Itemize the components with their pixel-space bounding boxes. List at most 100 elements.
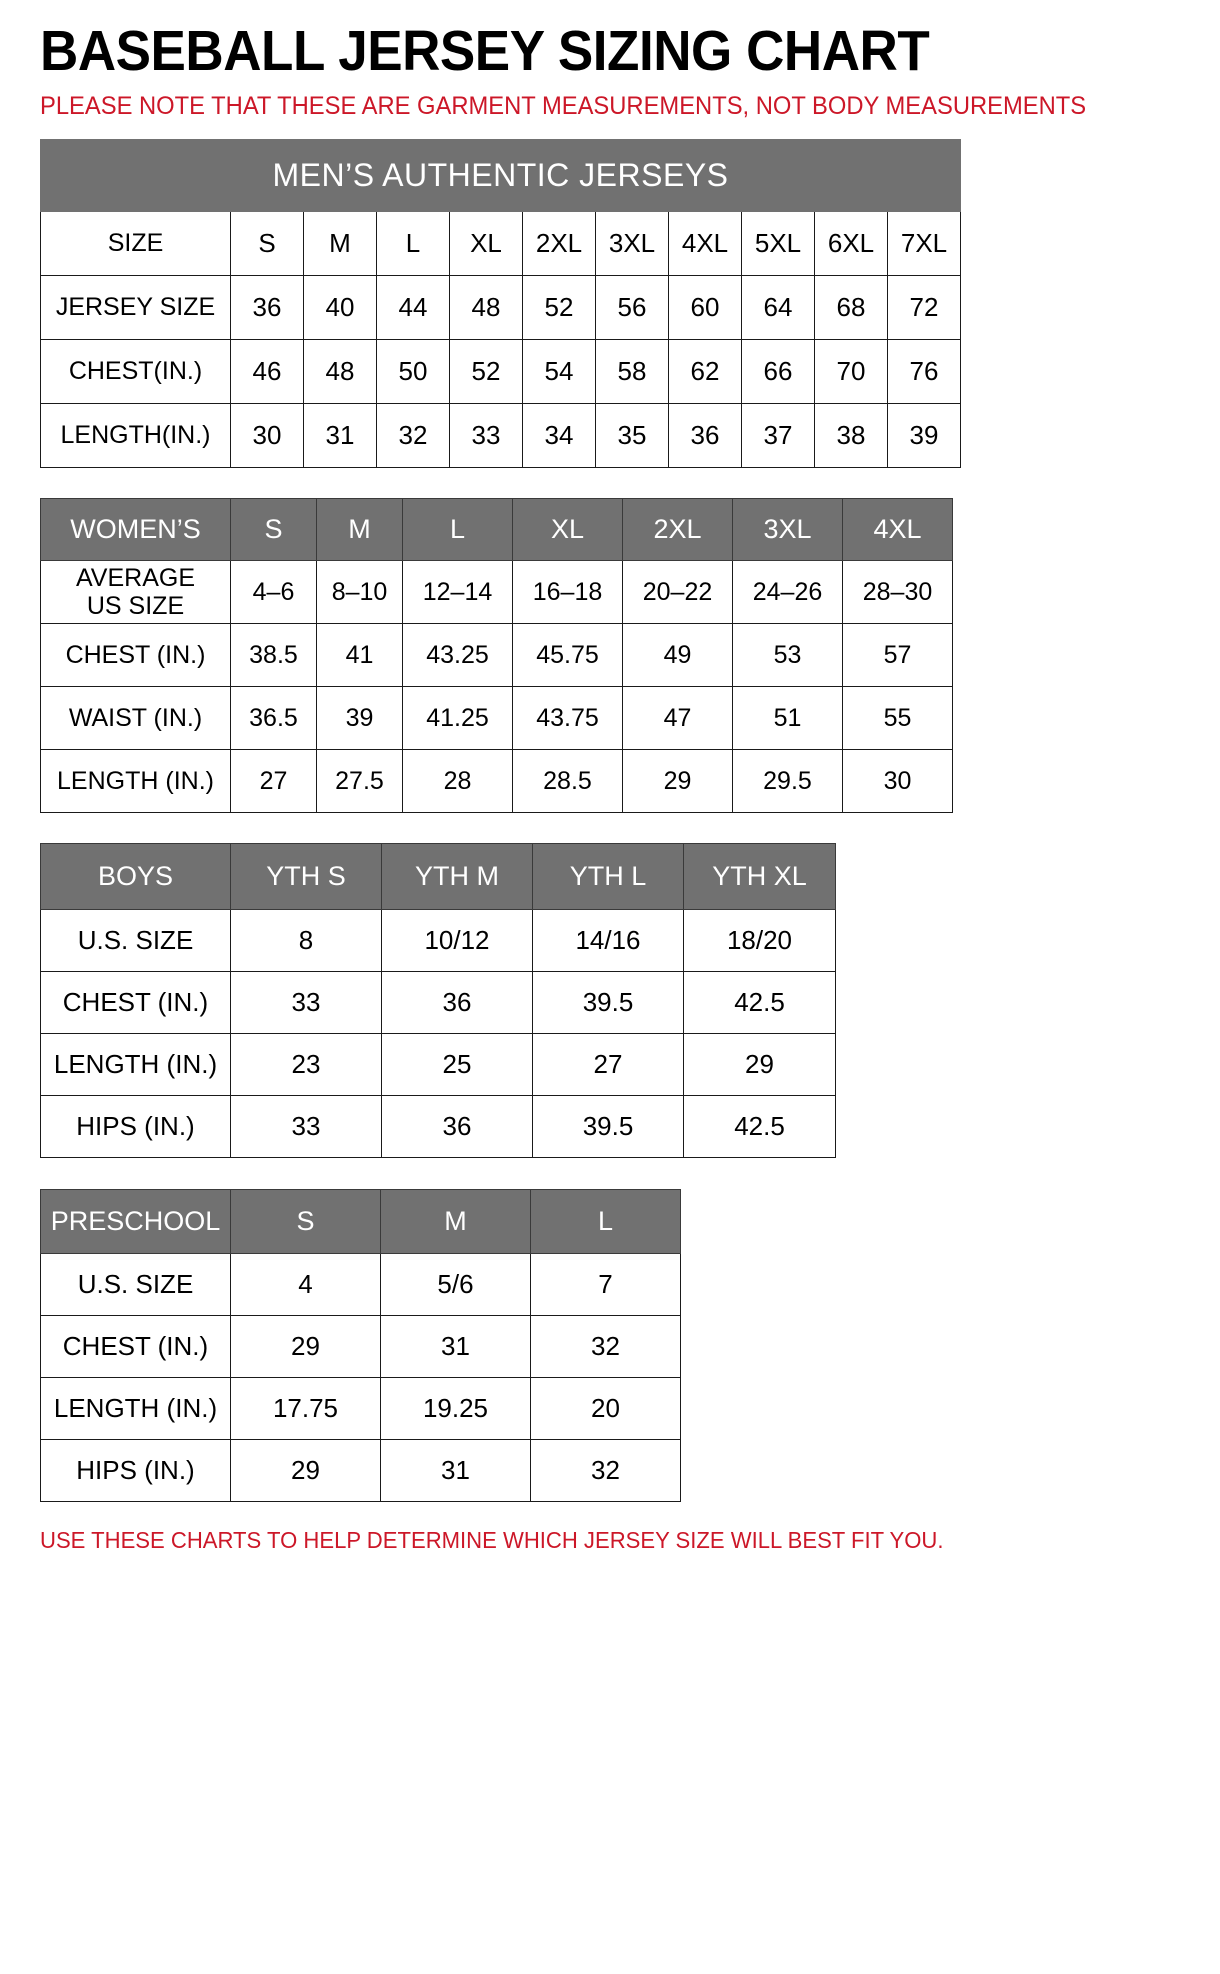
row-label: HIPS (IN.): [40, 1095, 231, 1159]
row-label-line1: AVERAGE: [75, 564, 196, 593]
table-row: WAIST (IN.) 36.5 39 41.25 43.75 47 51 55: [40, 686, 953, 751]
mens-col-header: L: [376, 211, 450, 277]
table-cell: 40: [303, 275, 377, 341]
mens-col-header: 4XL: [668, 211, 742, 277]
table-cell: 38.5: [230, 623, 317, 688]
table-cell: 17.75: [230, 1377, 381, 1441]
table-row: CHEST(IN.) 46 48 50 52 54 58 62 66 70 76: [40, 339, 961, 405]
table-cell: 52: [449, 339, 523, 405]
table-cell: 64: [741, 275, 815, 341]
table-cell: 62: [668, 339, 742, 405]
table-header-row: BOYS YTH S YTH M YTH L YTH XL: [40, 843, 836, 911]
row-label: CHEST(IN.): [40, 339, 231, 405]
mens-col-header: 2XL: [522, 211, 596, 277]
row-label: JERSEY SIZE: [40, 275, 231, 341]
page-title: BASEBALL JERSEY SIZING CHART: [40, 19, 930, 83]
table-cell: 32: [530, 1439, 681, 1503]
row-label: HIPS (IN.): [40, 1439, 231, 1503]
table-cell: 5/6: [380, 1253, 531, 1317]
table-cell: 27: [230, 749, 317, 814]
womens-col-header: L: [402, 498, 513, 562]
table-row: CHEST (IN.) 33 36 39.5 42.5: [40, 971, 836, 1035]
table-cell: 4: [230, 1253, 381, 1317]
mens-col-header: S: [230, 211, 304, 277]
table-row: CHEST (IN.) 38.5 41 43.25 45.75 49 53 57: [40, 623, 953, 688]
table-cell: 29: [622, 749, 733, 814]
table-cell: 35: [595, 403, 669, 469]
table-cell: 52: [522, 275, 596, 341]
table-cell: 47: [622, 686, 733, 751]
table-cell: 46: [230, 339, 304, 405]
table-cell: 27.5: [316, 749, 403, 814]
table-row: LENGTH (IN.) 23 25 27 29: [40, 1033, 836, 1097]
table-cell: 18/20: [683, 909, 836, 973]
womens-col-header: M: [316, 498, 403, 562]
row-label: LENGTH (IN.): [40, 1377, 231, 1441]
table-cell: 8: [230, 909, 382, 973]
table-cell: 43.25: [402, 623, 513, 688]
table-cell: 33: [230, 1095, 382, 1159]
boys-corner-label: BOYS: [40, 843, 231, 911]
row-label: CHEST (IN.): [40, 1315, 231, 1379]
table-cell: 30: [842, 749, 953, 814]
table-cell: 70: [814, 339, 888, 405]
womens-col-header: XL: [512, 498, 623, 562]
row-label-line2: US SIZE: [86, 592, 185, 621]
table-cell: 39.5: [532, 1095, 684, 1159]
table-cell: 37: [741, 403, 815, 469]
table-cell: 30: [230, 403, 304, 469]
table-cell: 36: [230, 275, 304, 341]
table-cell: 8–10: [316, 560, 403, 625]
page-subtitle: PLEASE NOTE THAT THESE ARE GARMENT MEASU…: [40, 92, 1087, 121]
table-cell: 49: [622, 623, 733, 688]
table-cell: 48: [449, 275, 523, 341]
table-cell: 39.5: [532, 971, 684, 1035]
table-cell: 36: [668, 403, 742, 469]
womens-sizing-table: WOMEN’S S M L XL 2XL 3XL 4XL AVERAGE US S…: [40, 498, 953, 814]
table-cell: 42.5: [683, 971, 836, 1035]
table-row: U.S. SIZE 4 5/6 7: [40, 1253, 681, 1317]
table-cell: 16–18: [512, 560, 623, 625]
preschool-col-header: L: [530, 1189, 681, 1255]
table-banner-row: MEN’S AUTHENTIC JERSEYS: [40, 139, 961, 213]
row-label: AVERAGE US SIZE: [40, 560, 231, 625]
table-row: AVERAGE US SIZE 4–6 8–10 12–14 16–18 20–2…: [40, 560, 953, 625]
womens-col-header: 3XL: [732, 498, 843, 562]
table-cell: 29: [230, 1439, 381, 1503]
table-row: LENGTH (IN.) 17.75 19.25 20: [40, 1377, 681, 1441]
row-label: U.S. SIZE: [40, 909, 231, 973]
mens-col-header: 3XL: [595, 211, 669, 277]
table-cell: 38: [814, 403, 888, 469]
table-cell: 72: [887, 275, 961, 341]
mens-col-header: 6XL: [814, 211, 888, 277]
table-cell: 43.75: [512, 686, 623, 751]
table-cell: 27: [532, 1033, 684, 1097]
mens-col-header: XL: [449, 211, 523, 277]
womens-corner-label: WOMEN’S: [40, 498, 231, 562]
boys-col-header: YTH M: [381, 843, 533, 911]
table-cell: 39: [316, 686, 403, 751]
preschool-col-header: S: [230, 1189, 381, 1255]
table-cell: 68: [814, 275, 888, 341]
table-cell: 28: [402, 749, 513, 814]
mens-banner-title: MEN’S AUTHENTIC JERSEYS: [40, 139, 961, 213]
table-cell: 53: [732, 623, 843, 688]
womens-col-header: 2XL: [622, 498, 733, 562]
table-cell: 29.5: [732, 749, 843, 814]
table-cell: 42.5: [683, 1095, 836, 1159]
table-cell: 55: [842, 686, 953, 751]
table-cell: 57: [842, 623, 953, 688]
table-row: JERSEY SIZE 36 40 44 48 52 56 60 64 68 7…: [40, 275, 961, 341]
table-row: HIPS (IN.) 33 36 39.5 42.5: [40, 1095, 836, 1159]
table-cell: 66: [741, 339, 815, 405]
table-cell: 58: [595, 339, 669, 405]
table-cell: 32: [530, 1315, 681, 1379]
table-cell: 34: [522, 403, 596, 469]
table-cell: 31: [303, 403, 377, 469]
mens-sizing-table: MEN’S AUTHENTIC JERSEYS SIZE S M L XL 2X…: [40, 139, 961, 469]
boys-col-header: YTH L: [532, 843, 684, 911]
preschool-sizing-table: PRESCHOOL S M L U.S. SIZE 4 5/6 7 CHEST …: [40, 1189, 681, 1503]
table-cell: 48: [303, 339, 377, 405]
table-cell: 28–30: [842, 560, 953, 625]
